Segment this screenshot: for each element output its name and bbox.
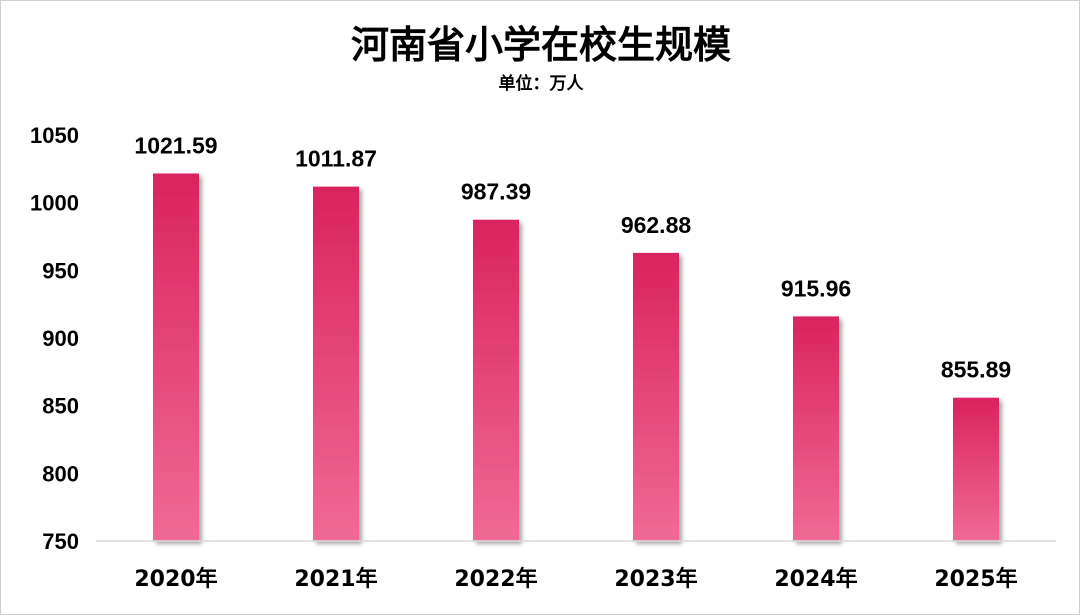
y-tick-label: 800 (42, 461, 79, 486)
y-tick-label: 950 (42, 258, 79, 283)
data-label: 962.88 (621, 212, 692, 238)
data-label: 915.96 (781, 275, 851, 301)
data-label: 1021.59 (134, 132, 217, 158)
bar (793, 316, 839, 541)
bar (953, 397, 999, 541)
x-tick-label: 2020年 (134, 566, 217, 592)
data-label: 987.39 (461, 179, 531, 205)
bar (153, 173, 199, 542)
x-tick-label: 2023年 (614, 566, 697, 592)
x-tick-label: 2021年 (294, 566, 377, 592)
y-tick-label: 750 (42, 529, 79, 554)
data-labels: 1021.59 1011.87 987.39 962.88 915.96 855.89 (134, 132, 1011, 382)
y-tick-label: 1050 (30, 123, 79, 148)
chart-title: 河南省小学在校生规模 (350, 23, 731, 67)
y-tick-label: 850 (42, 394, 79, 419)
bar (313, 186, 359, 541)
y-tick-label: 900 (42, 326, 79, 351)
bar (633, 252, 679, 541)
bar (473, 219, 519, 542)
x-tick-label: 2025年 (934, 566, 1017, 592)
y-axis-tick-labels: 750 800 850 900 950 1000 1050 (30, 123, 79, 554)
x-tick-label: 2024年 (774, 566, 857, 592)
x-tick-label: 2022年 (454, 566, 537, 592)
bars (153, 173, 999, 542)
data-label: 1011.87 (295, 146, 377, 172)
x-axis-tick-labels: 2020年 2021年 2022年 2023年 2024年 2025年 (134, 566, 1017, 592)
chart-subtitle: 单位：万人 (498, 74, 584, 94)
data-label: 855.89 (941, 357, 1011, 383)
y-tick-label: 1000 (30, 191, 79, 216)
